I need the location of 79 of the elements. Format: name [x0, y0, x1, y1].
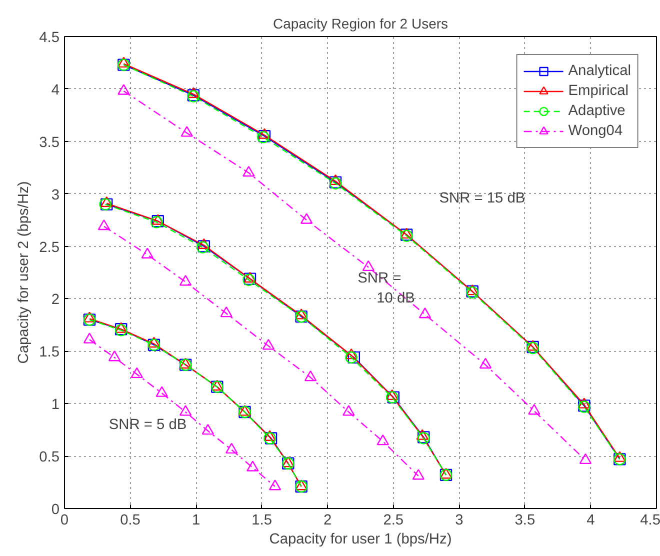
point [262, 338, 275, 350]
point [376, 434, 389, 446]
x-tick-label: 3 [455, 512, 464, 528]
point [264, 430, 276, 441]
annotation: SNR = 15 dB [439, 190, 526, 206]
x-tick-label: 3.5 [514, 512, 536, 528]
x-axis-title: Capacity for user 1 (bps/Hz) [269, 532, 452, 548]
point [238, 405, 251, 416]
point [118, 56, 130, 68]
x-tick-label: 2 [324, 512, 332, 528]
legend-label: Adaptive [568, 103, 626, 119]
point [362, 260, 374, 272]
point [412, 469, 424, 480]
point [528, 404, 540, 415]
point [348, 351, 360, 364]
point [83, 312, 96, 322]
point [202, 424, 214, 435]
y-tick-label: 4.5 [39, 30, 60, 46]
y-tick-label: 4 [51, 82, 60, 98]
x-tick-label: 2.5 [383, 512, 404, 528]
point [345, 348, 358, 360]
point [578, 398, 590, 408]
x-tick-label: 4 [586, 512, 595, 528]
y-tick-label: 1.5 [39, 344, 60, 361]
point [98, 219, 110, 230]
y-tick-label: 0 [51, 502, 60, 518]
annotation: SNR = 10 dB [358, 270, 415, 307]
point [187, 87, 200, 98]
point [246, 460, 259, 472]
legend-label: Empirical [568, 83, 629, 99]
point [220, 306, 232, 318]
y-tick-label: 1 [51, 397, 60, 414]
point [614, 451, 626, 462]
point [152, 214, 164, 225]
point [242, 166, 255, 177]
chart-title: Capacity Region for 2 Users [272, 16, 448, 32]
point [579, 453, 592, 464]
point [83, 332, 96, 344]
point [148, 336, 160, 348]
legend-label: Wong04 [568, 123, 623, 139]
point [180, 126, 193, 137]
y-axis-title: Capacity for user 2 (bps/Hz) [16, 181, 32, 364]
y-tick-label: 0.5 [39, 450, 60, 466]
y-tick-label: 3 [51, 187, 60, 204]
point [440, 468, 452, 479]
point [342, 405, 355, 416]
point [416, 429, 428, 440]
point [130, 367, 143, 378]
point [179, 405, 192, 416]
legend-label: Analytical [568, 63, 631, 79]
point [300, 213, 313, 224]
point [198, 238, 210, 250]
point [329, 174, 342, 186]
point [156, 386, 168, 397]
point [258, 128, 271, 139]
point [418, 308, 432, 318]
annotation: SNR = 5 dB [108, 416, 187, 433]
y-tick-label: 2.5 [39, 240, 60, 256]
point [141, 248, 154, 258]
point [386, 389, 398, 400]
y-tick-label: 3.5 [39, 134, 60, 151]
point [118, 84, 130, 95]
point [114, 322, 128, 333]
x-tick-label: 1 [192, 512, 200, 528]
point [295, 308, 308, 320]
point [179, 274, 192, 286]
y-tick-label: 2 [51, 292, 60, 308]
point [304, 370, 317, 382]
point [345, 351, 358, 364]
point [295, 480, 308, 490]
point [479, 358, 492, 369]
point [526, 340, 539, 351]
point [108, 350, 121, 362]
point [268, 480, 282, 490]
x-tick-label: 1.5 [252, 512, 272, 528]
x-tick-label: 4.5 [640, 512, 660, 528]
point [100, 196, 113, 208]
x-tick-label: 0.5 [120, 512, 140, 528]
point [225, 442, 238, 454]
